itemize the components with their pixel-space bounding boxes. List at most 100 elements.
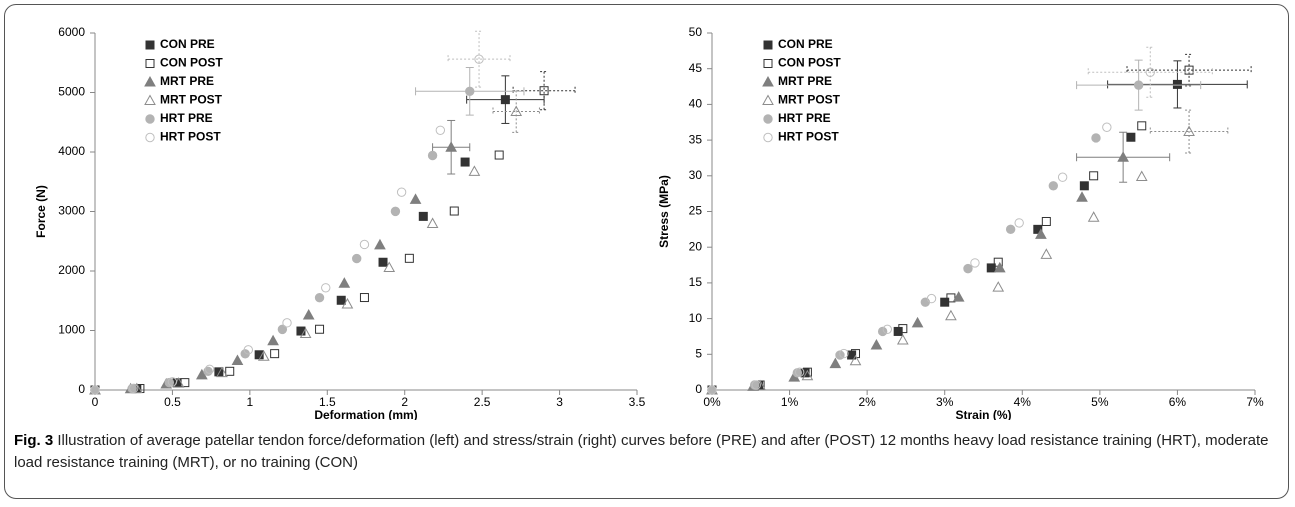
point — [404, 253, 414, 263]
point — [296, 326, 306, 336]
x-tick-label: 3 — [556, 395, 563, 409]
point — [539, 86, 549, 96]
point — [911, 316, 924, 328]
y-tick-label: 0 — [78, 382, 85, 396]
point — [167, 377, 178, 387]
x-tick-label: 6% — [1169, 395, 1187, 409]
point — [1033, 224, 1043, 234]
x-tick-label: 5% — [1091, 395, 1109, 409]
legend-marker — [145, 40, 155, 50]
point — [849, 354, 862, 366]
point — [1184, 65, 1194, 75]
y-tick-label: 30 — [689, 168, 703, 182]
point — [986, 263, 996, 273]
y-tick-label: 40 — [689, 97, 703, 111]
point — [383, 261, 396, 272]
y-tick-label: 3000 — [58, 204, 85, 218]
point — [196, 368, 208, 380]
legend-marker — [763, 132, 773, 143]
x-tick-label: 0% — [703, 395, 721, 409]
y-tick-label: 4000 — [58, 144, 85, 158]
point — [851, 349, 861, 359]
legend-label: HRT POST — [778, 130, 839, 144]
point — [231, 354, 244, 366]
y-axis-label: Stress (MPa) — [657, 175, 671, 248]
legend-label: CON PRE — [160, 37, 215, 51]
point — [359, 293, 369, 303]
y-tick-label: 15 — [689, 275, 703, 289]
point — [970, 258, 980, 268]
point — [1102, 122, 1112, 132]
point — [963, 263, 973, 274]
point — [314, 293, 325, 303]
x-tick-label: 2 — [401, 395, 408, 409]
point — [378, 257, 388, 267]
point — [282, 318, 292, 328]
point — [882, 324, 893, 335]
legend-marker — [144, 75, 156, 87]
legend-label: HRT POST — [160, 130, 221, 144]
legend-marker — [763, 40, 773, 50]
x-axis-label: Deformation (mm) — [314, 408, 417, 420]
point — [751, 380, 761, 390]
legend-label: HRT PRE — [778, 111, 831, 125]
x-tick-label: 2% — [858, 395, 876, 409]
point — [926, 293, 937, 304]
point — [1087, 211, 1100, 222]
y-tick-label: 0 — [695, 382, 702, 396]
point — [243, 345, 254, 355]
figure-frame — [4, 4, 1289, 499]
point — [225, 366, 235, 376]
y-tick-label: 10 — [689, 311, 703, 325]
point — [270, 349, 280, 359]
point — [204, 364, 215, 374]
y-axis-label: Force (N) — [34, 185, 48, 238]
point — [302, 308, 315, 320]
y-tick-label: 1000 — [58, 323, 85, 337]
point — [267, 334, 279, 346]
point — [352, 253, 362, 264]
point — [277, 324, 288, 335]
point — [315, 324, 325, 334]
x-tick-label: 3% — [936, 395, 954, 409]
point — [1048, 181, 1059, 191]
point — [920, 297, 931, 307]
point — [896, 333, 909, 345]
point — [1057, 172, 1068, 182]
x-tick-label: 1 — [247, 395, 254, 409]
legend-label: MRT POST — [160, 93, 223, 107]
caption-text: Illustration of average patellar tendon … — [14, 432, 1269, 471]
caption: Fig. 3 Illustration of average patellar … — [14, 430, 1279, 474]
charts: 0 0.5 1 1.5 2 2.5 3 3.5 0 1000 2000 3000 4000 5000 600… — [34, 25, 1264, 420]
legend-marker — [763, 59, 773, 68]
point — [374, 238, 386, 250]
point — [707, 385, 717, 395]
point — [946, 293, 956, 303]
point — [341, 297, 354, 309]
legend-label: CON PRE — [778, 37, 833, 51]
point — [449, 206, 459, 216]
x-tick-label: 3.5 — [629, 395, 646, 409]
point — [359, 239, 370, 250]
point — [839, 348, 849, 359]
point — [1040, 248, 1053, 259]
point — [1137, 121, 1147, 131]
point — [1005, 224, 1016, 235]
x-tick-label: 0.5 — [164, 395, 181, 409]
y-tick-label: 35 — [689, 132, 703, 146]
point — [468, 165, 481, 176]
point — [338, 277, 351, 288]
x-axis-label: Strain (%) — [955, 408, 1011, 420]
point — [1035, 228, 1047, 239]
point — [90, 385, 100, 395]
point — [427, 150, 438, 161]
point — [257, 350, 270, 361]
point — [993, 261, 1006, 273]
point — [336, 295, 346, 305]
point — [426, 217, 439, 228]
point — [299, 327, 312, 338]
legend-marker — [145, 59, 155, 68]
y-tick-label: 45 — [689, 61, 703, 75]
point — [1014, 218, 1024, 228]
point — [1041, 216, 1051, 226]
